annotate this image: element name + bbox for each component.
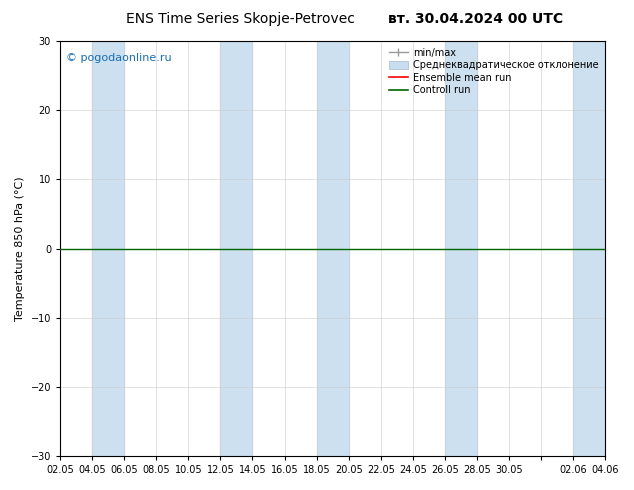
Bar xyxy=(316,41,349,456)
Bar xyxy=(92,41,124,456)
Bar xyxy=(221,41,252,456)
Y-axis label: Temperature 850 hPa (°C): Temperature 850 hPa (°C) xyxy=(15,176,25,321)
Text: © pogodaonline.ru: © pogodaonline.ru xyxy=(65,53,171,64)
Bar xyxy=(573,41,605,456)
Legend: min/max, Среднеквадратическое отклонение, Ensemble mean run, Controll run: min/max, Среднеквадратическое отклонение… xyxy=(387,46,600,97)
Text: вт. 30.04.2024 00 UTC: вт. 30.04.2024 00 UTC xyxy=(388,12,563,26)
Text: ENS Time Series Skopje-Petrovec: ENS Time Series Skopje-Petrovec xyxy=(126,12,356,26)
Bar xyxy=(445,41,477,456)
